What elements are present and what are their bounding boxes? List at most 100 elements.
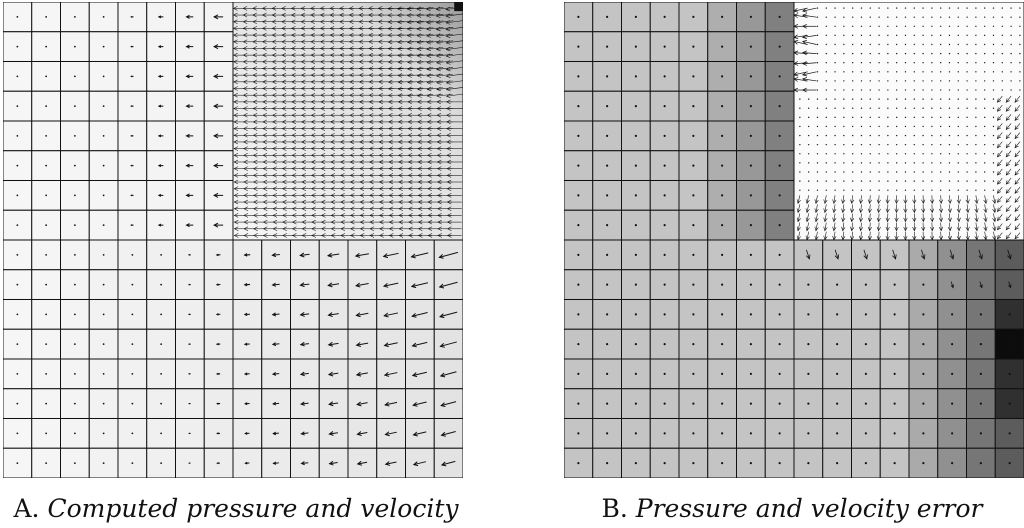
vector-arrow [975, 213, 978, 222]
vector-dot [922, 7, 924, 9]
vector-dot [799, 116, 801, 119]
vector-arrowhead [349, 186, 355, 191]
vector-arrow [957, 213, 960, 222]
vector-arrow [1005, 214, 1012, 221]
vector-arrowhead [407, 59, 412, 65]
vector-arrowhead [339, 159, 345, 165]
vector-dot [834, 134, 836, 137]
vector-arrow [436, 60, 453, 64]
vector-dot [836, 432, 839, 435]
vector-arrow [356, 282, 369, 287]
vector-arrowhead [233, 233, 239, 238]
vector-arrowhead [368, 106, 374, 111]
vector-arrowhead [233, 99, 238, 105]
vector-arrowhead [253, 226, 258, 232]
vector-arrowhead [368, 79, 374, 85]
vector-dot [913, 180, 915, 182]
vector-arrowhead [426, 33, 431, 38]
vector-arrowhead [903, 226, 908, 232]
vector-arrowhead [398, 226, 404, 232]
vector-dot [663, 75, 666, 78]
vector-arrowhead [242, 39, 248, 45]
vector-dot [878, 52, 880, 55]
vector-arrowhead [187, 283, 191, 286]
vector-dot [887, 189, 889, 191]
vector-dot [992, 171, 995, 173]
vector-arrowhead [233, 173, 239, 178]
vector-arrowhead [252, 153, 258, 158]
vector-arrowhead [233, 66, 238, 71]
vector-arrowhead [426, 99, 432, 105]
vector-arrow [427, 67, 444, 70]
vector-arrow [411, 282, 429, 288]
vector-arrowhead [339, 6, 344, 11]
vector-dot [45, 372, 48, 375]
vector-arrow [797, 231, 801, 240]
vector-dot [692, 164, 695, 167]
vector-arrowhead [387, 59, 393, 65]
vector-arrowhead [427, 153, 432, 158]
vector-dot [975, 62, 977, 64]
vector-arrowhead [339, 146, 345, 151]
vector-arrowhead [369, 159, 374, 165]
vector-arrowhead [802, 39, 808, 45]
vector-arrowhead [446, 119, 451, 125]
vector-arrow [417, 20, 434, 23]
vector-dot [778, 343, 781, 346]
vector-arrowhead [388, 132, 393, 138]
vector-arrowhead [368, 19, 373, 25]
vector-arrow [388, 14, 404, 16]
vector-arrow [436, 40, 454, 44]
vector-arrowhead [387, 73, 393, 78]
vector-dot [851, 89, 854, 91]
vector-arrowhead [814, 217, 819, 223]
vector-dot [939, 162, 942, 164]
vector-arrow [272, 343, 280, 345]
vector-arrowhead [411, 312, 417, 318]
vector-arrowhead [281, 46, 287, 51]
vector-arrowhead [992, 208, 997, 214]
vector-dot [836, 283, 839, 286]
vector-dot [869, 80, 871, 82]
vector-arrowhead [368, 153, 374, 158]
vector-arrowhead [216, 432, 219, 435]
vector-dot [1010, 89, 1012, 91]
vector-arrowhead [397, 39, 402, 45]
vector-dot [606, 224, 609, 227]
vector-dot [851, 125, 854, 128]
vector-dot [73, 194, 76, 197]
vector-arrowhead [215, 253, 219, 257]
vector-dot [860, 16, 863, 18]
vector-dot [887, 180, 889, 182]
vector-arrowhead [406, 6, 412, 11]
vector-dot [73, 432, 76, 435]
vector-arrowhead [387, 12, 393, 18]
vector-dot [984, 125, 986, 128]
vector-arrow [1005, 150, 1012, 158]
vector-arrow [824, 222, 827, 231]
vector-dot [939, 116, 942, 119]
vector-arrow [300, 313, 310, 316]
vector-dot [663, 134, 666, 137]
panel-a-figure [3, 2, 463, 478]
vector-arrowhead [436, 80, 442, 85]
vector-arrow [997, 214, 1003, 221]
vector-dot [957, 153, 959, 155]
vector-arrowhead [793, 34, 799, 40]
vector-arrowhead [388, 233, 394, 238]
vector-arrowhead [793, 50, 799, 56]
vector-arrowhead [368, 72, 374, 78]
vector-arrowhead [802, 23, 807, 29]
vector-arrowhead [310, 19, 315, 25]
vector-arrow [426, 27, 444, 30]
vector-arrowhead [350, 233, 355, 238]
vector-arrow [842, 195, 845, 204]
vector-dot [160, 313, 163, 316]
vector-dot [634, 134, 637, 137]
vector-arrowhead [417, 193, 423, 198]
vector-arrowhead [445, 86, 451, 92]
vector-dot [816, 34, 819, 37]
vector-dot [878, 162, 880, 164]
vector-dot [939, 80, 942, 82]
vector-arrow [1014, 168, 1021, 176]
